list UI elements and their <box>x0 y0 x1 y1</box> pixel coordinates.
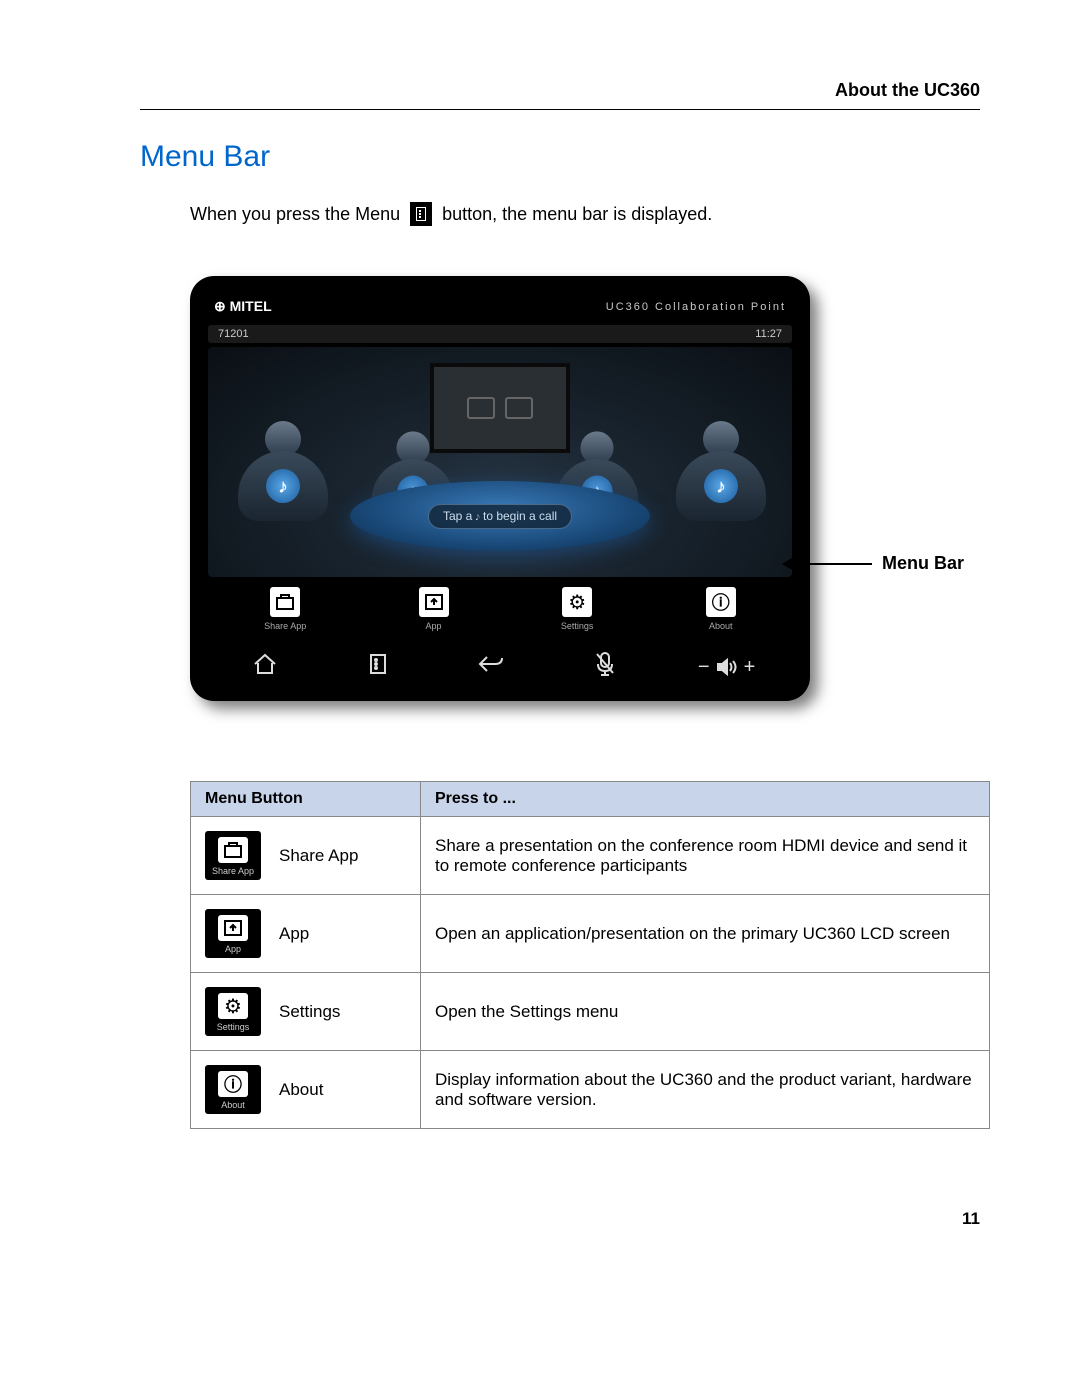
button-description: Open an application/presentation on the … <box>421 895 990 973</box>
button-name: App <box>279 924 309 944</box>
page-number: 11 <box>140 1209 980 1229</box>
button-name: About <box>279 1080 323 1100</box>
menu-item-share-app[interactable]: Share App <box>264 587 306 631</box>
section-title: Menu Bar <box>140 140 980 174</box>
gear-icon <box>562 587 592 617</box>
share-app-icon <box>270 587 300 617</box>
brand-logo: MITEL <box>214 298 272 315</box>
menu-item-about[interactable]: About <box>706 587 736 631</box>
menu-bar: Share App App Settings About <box>208 577 792 637</box>
table-row: App App Open an application/presentation… <box>191 895 990 973</box>
volume-down[interactable]: − <box>698 656 710 679</box>
tap-hint: Tap a 𝆕 to begin a call <box>428 504 572 529</box>
info-icon <box>706 587 736 617</box>
intro-text: When you press the Menu button, the menu… <box>190 202 980 226</box>
menu-label: About <box>709 621 733 631</box>
app-icon: App <box>205 909 261 958</box>
menu-label: Settings <box>561 621 594 631</box>
callout-arrow <box>792 563 872 565</box>
menu-item-settings[interactable]: Settings <box>561 587 594 631</box>
menu-button[interactable] <box>358 652 398 682</box>
home-button[interactable] <box>245 652 285 682</box>
participant-avatar[interactable]: 𝆕 <box>676 421 766 531</box>
menu-label: Share App <box>264 621 306 631</box>
product-name: UC360 Collaboration Point <box>606 301 786 313</box>
volume-up[interactable]: + <box>744 656 756 679</box>
gear-icon: Settings <box>205 987 261 1036</box>
conference-scene: 𝆕 𝆕 𝆕 𝆕 Tap a 𝆕 to begin a call <box>208 347 792 577</box>
clock: 11:27 <box>755 328 782 340</box>
button-description: Open the Settings menu <box>421 973 990 1051</box>
table-row: About About Display information about th… <box>191 1051 990 1129</box>
status-bar: 71201 11:27 <box>208 325 792 343</box>
intro-after: button, the menu bar is displayed. <box>442 204 712 225</box>
table-header: Press to ... <box>421 782 990 817</box>
device-mockup: MITEL UC360 Collaboration Point 71201 11… <box>190 276 810 701</box>
back-button[interactable] <box>471 654 511 680</box>
app-icon <box>419 587 449 617</box>
menu-label: App <box>426 621 442 631</box>
button-description: Share a presentation on the conference r… <box>421 817 990 895</box>
mute-button[interactable] <box>585 651 625 683</box>
button-description: Display information about the UC360 and … <box>421 1051 990 1129</box>
info-icon: About <box>205 1065 261 1114</box>
menu-description-table: Menu Button Press to ... Share App Share… <box>190 781 990 1129</box>
speaker-icon <box>716 657 738 677</box>
button-name: Share App <box>279 846 358 866</box>
intro-before: When you press the Menu <box>190 204 400 225</box>
table-header: Menu Button <box>191 782 421 817</box>
share-app-icon: Share App <box>205 831 261 880</box>
button-name: Settings <box>279 1002 340 1022</box>
menu-icon <box>410 202 432 226</box>
table-row: Settings Settings Open the Settings menu <box>191 973 990 1051</box>
extension-number: 71201 <box>218 328 249 340</box>
menu-item-app[interactable]: App <box>419 587 449 631</box>
participant-avatar[interactable]: 𝆕 <box>238 421 328 531</box>
callout-label: Menu Bar <box>882 553 964 574</box>
page-header: About the UC360 <box>140 80 980 110</box>
table-row: Share App Share App Share a presentation… <box>191 817 990 895</box>
hardware-buttons: − + <box>208 637 792 691</box>
volume-controls[interactable]: − + <box>698 656 755 679</box>
